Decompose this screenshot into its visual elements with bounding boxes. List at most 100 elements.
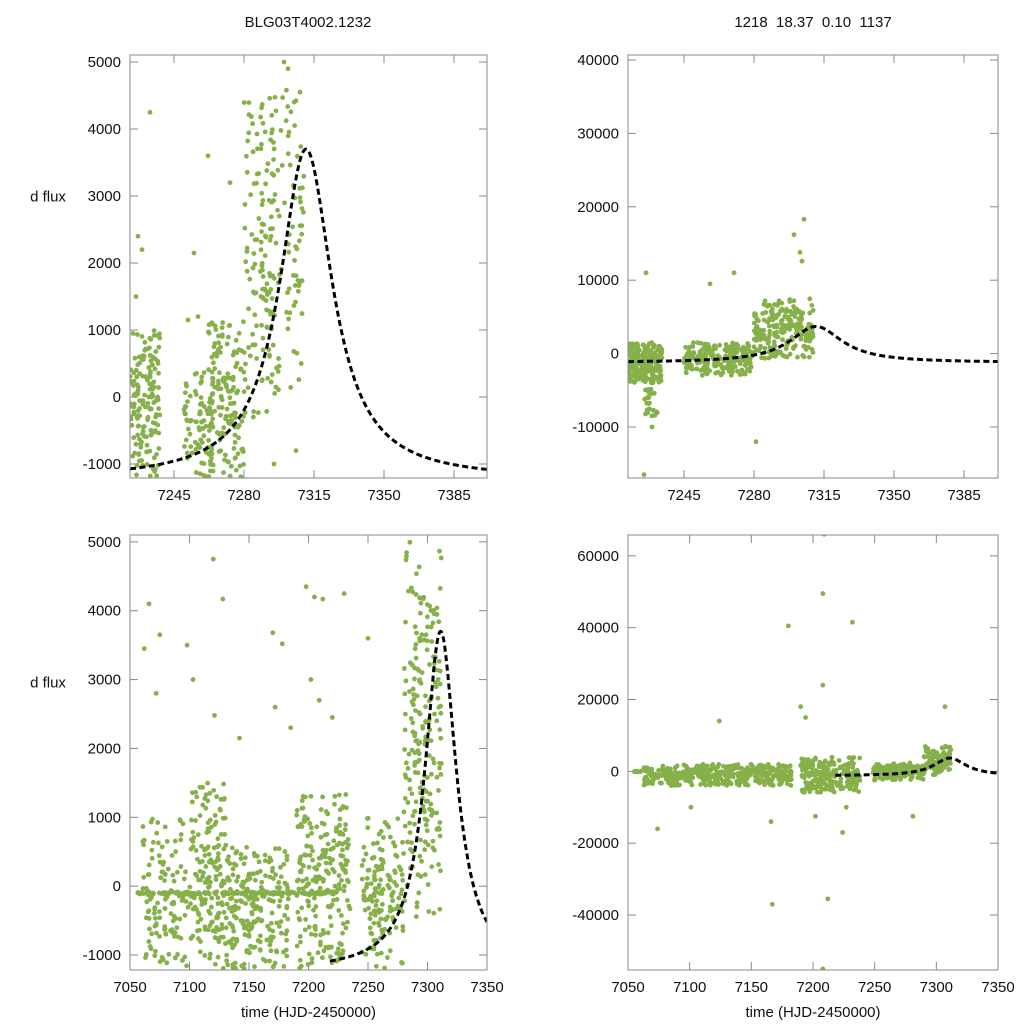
data-point xyxy=(233,364,239,370)
data-point xyxy=(212,712,217,718)
data-point xyxy=(689,770,695,776)
data-point xyxy=(142,392,148,398)
x-tick-label: 7350 xyxy=(981,979,1014,996)
data-point xyxy=(201,472,207,478)
data-point xyxy=(207,955,213,961)
data-point xyxy=(260,286,266,292)
data-point xyxy=(251,871,256,877)
data-point xyxy=(316,862,322,868)
data-point xyxy=(806,338,812,344)
data-point xyxy=(199,419,205,425)
data-point xyxy=(190,677,196,682)
data-point xyxy=(671,773,677,779)
data-point xyxy=(257,268,263,274)
data-point xyxy=(328,954,333,960)
data-point xyxy=(762,336,768,342)
data-point xyxy=(283,931,289,937)
data-point xyxy=(188,444,194,450)
y-tick-label: -1000 xyxy=(83,947,121,964)
data-point xyxy=(806,354,812,360)
data-point xyxy=(840,830,845,835)
data-point xyxy=(421,809,427,815)
data-point xyxy=(152,366,158,372)
data-point xyxy=(328,847,334,852)
data-point xyxy=(915,767,921,773)
data-point xyxy=(287,162,293,168)
data-point xyxy=(219,922,225,927)
data-point xyxy=(147,473,153,478)
data-point xyxy=(689,363,694,369)
data-point xyxy=(378,889,384,895)
data-point xyxy=(267,874,273,880)
data-point xyxy=(407,820,413,826)
data-point xyxy=(434,826,440,832)
data-point xyxy=(340,951,345,957)
data-point xyxy=(376,923,382,928)
data-point xyxy=(210,556,216,562)
data-point xyxy=(199,843,204,849)
data-point xyxy=(269,910,275,916)
data-point xyxy=(745,765,750,771)
data-point xyxy=(745,782,751,788)
data-point xyxy=(219,405,225,410)
data-point xyxy=(225,418,231,424)
data-point xyxy=(184,450,190,456)
data-point xyxy=(697,349,703,355)
data-point xyxy=(414,666,420,672)
data-point xyxy=(264,408,270,414)
data-point xyxy=(301,173,307,179)
data-point xyxy=(198,877,203,883)
data-point xyxy=(753,439,759,445)
data-point xyxy=(412,760,418,765)
data-point xyxy=(332,793,338,799)
data-point xyxy=(371,841,376,847)
data-point xyxy=(238,918,244,924)
data-point xyxy=(403,619,408,625)
data-point xyxy=(263,298,269,303)
data-point xyxy=(654,363,659,369)
data-point xyxy=(420,596,426,602)
data-point xyxy=(157,933,162,939)
data-point xyxy=(343,925,349,931)
data-point xyxy=(293,273,299,279)
data-point xyxy=(248,925,254,931)
data-point xyxy=(735,343,741,349)
data-point xyxy=(251,902,256,907)
data-point xyxy=(702,341,708,347)
data-point xyxy=(430,620,436,626)
data-point xyxy=(156,909,162,915)
data-point xyxy=(130,414,134,419)
data-point xyxy=(731,358,737,364)
data-point xyxy=(234,390,240,396)
data-point xyxy=(155,397,160,403)
data-point xyxy=(434,718,440,724)
data-point xyxy=(215,901,221,907)
data-point xyxy=(151,328,157,334)
data-point xyxy=(212,864,218,870)
data-point xyxy=(374,951,380,957)
data-point xyxy=(409,840,414,846)
data-point xyxy=(436,788,441,793)
data-point xyxy=(343,792,349,797)
data-point xyxy=(147,926,152,932)
data-point xyxy=(139,458,145,463)
data-point xyxy=(208,904,214,910)
data-point xyxy=(299,278,305,284)
data-point xyxy=(267,958,272,964)
data-point xyxy=(438,868,443,874)
data-point xyxy=(182,912,188,918)
data-point xyxy=(648,353,654,359)
data-point xyxy=(205,826,211,832)
data-point xyxy=(152,910,157,916)
data-point xyxy=(241,389,247,395)
data-point xyxy=(166,951,172,957)
data-point xyxy=(279,893,285,899)
data-point xyxy=(242,201,248,207)
data-point xyxy=(225,962,231,968)
data-point xyxy=(131,411,137,417)
data-point xyxy=(223,452,228,458)
data-point xyxy=(227,401,233,407)
y-tick-label: 20000 xyxy=(577,199,619,216)
data-point xyxy=(181,407,187,413)
data-point xyxy=(426,753,432,759)
